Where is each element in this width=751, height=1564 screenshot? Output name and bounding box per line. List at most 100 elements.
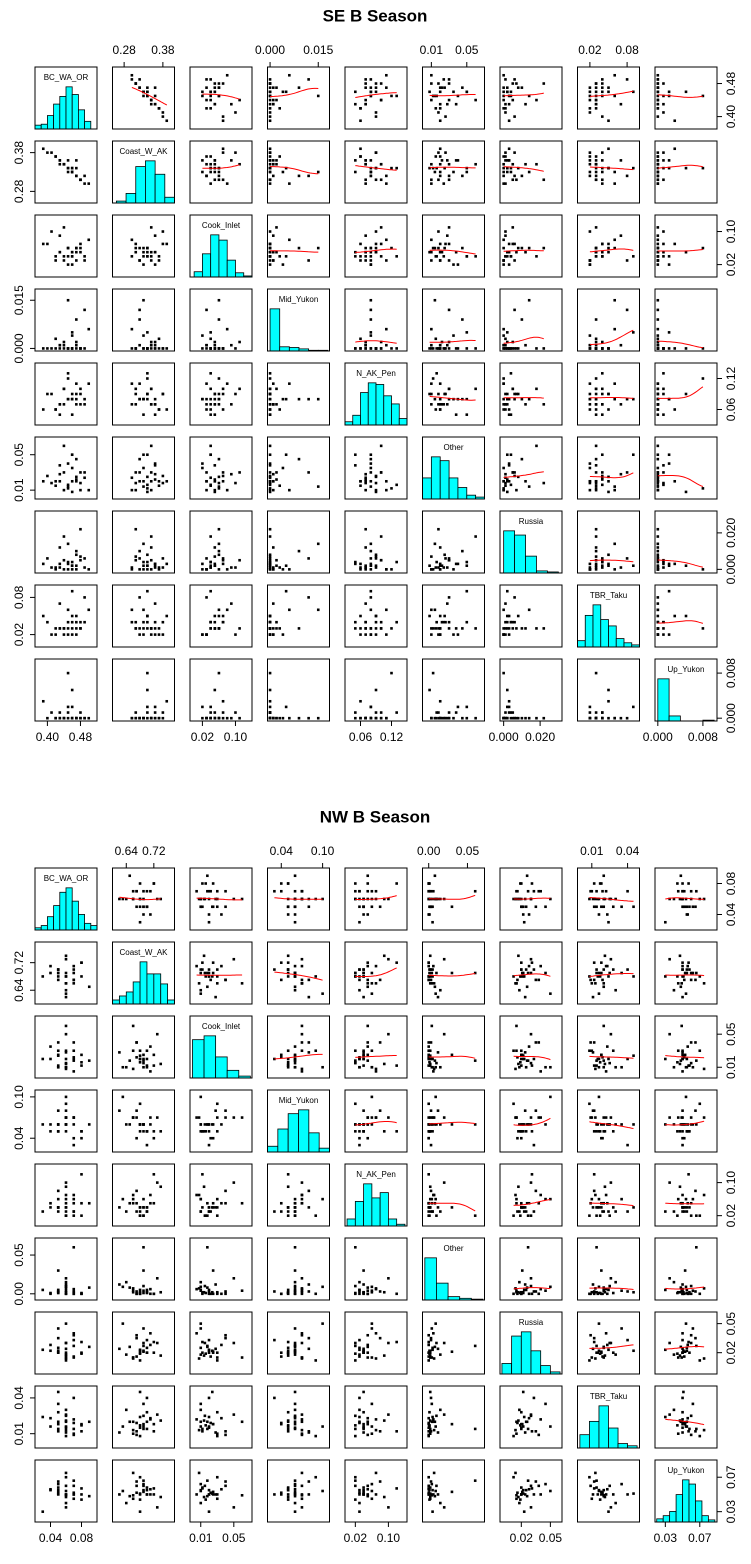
point	[676, 1356, 680, 1359]
smooth-line	[589, 973, 634, 977]
point	[70, 633, 74, 636]
point	[240, 982, 244, 985]
point	[146, 711, 149, 714]
point	[436, 1206, 440, 1209]
smooth-line	[665, 1286, 705, 1290]
point	[134, 555, 138, 558]
point	[205, 397, 208, 401]
point	[83, 476, 86, 480]
point	[142, 897, 145, 901]
smooth-line	[657, 249, 703, 252]
point	[157, 716, 161, 720]
point	[70, 250, 74, 254]
panel-border	[654, 1311, 718, 1375]
point	[128, 1059, 132, 1062]
point	[430, 1197, 434, 1201]
panel: Russia	[499, 1311, 563, 1375]
point	[275, 226, 278, 229]
smooth-line	[429, 395, 476, 401]
point	[656, 78, 660, 81]
point	[201, 1340, 204, 1344]
point	[138, 457, 141, 461]
point	[594, 562, 598, 566]
point	[284, 397, 288, 401]
point	[502, 90, 505, 94]
point	[620, 1482, 623, 1486]
point	[220, 1123, 223, 1126]
point	[430, 178, 433, 182]
point	[602, 1059, 606, 1062]
point	[278, 107, 282, 110]
point	[601, 372, 604, 375]
point	[504, 111, 507, 114]
panel	[654, 214, 718, 278]
point	[215, 1116, 219, 1119]
point	[504, 159, 507, 162]
point	[594, 535, 598, 538]
point	[362, 1488, 365, 1492]
point	[431, 1510, 434, 1513]
panel-border	[344, 1163, 408, 1227]
point	[667, 159, 671, 162]
point	[430, 343, 433, 347]
point	[433, 874, 437, 878]
point	[379, 98, 383, 102]
panel-border	[577, 1311, 640, 1375]
point	[430, 555, 433, 558]
point	[588, 397, 592, 401]
panel-border	[112, 1237, 175, 1301]
point	[153, 263, 157, 266]
point	[592, 1336, 596, 1340]
point	[450, 1422, 454, 1426]
point	[602, 1123, 606, 1126]
point	[293, 1427, 297, 1431]
point	[207, 1488, 211, 1492]
point	[72, 1136, 76, 1140]
point	[687, 961, 690, 964]
point	[268, 479, 272, 483]
point	[64, 1347, 68, 1351]
point	[437, 246, 440, 250]
point	[390, 347, 393, 350]
point	[217, 549, 221, 553]
panel	[34, 1237, 98, 1301]
point	[592, 1340, 596, 1344]
point	[604, 1332, 608, 1335]
point	[379, 444, 383, 448]
point	[288, 73, 291, 77]
histogram-bar	[466, 494, 477, 500]
point	[234, 633, 237, 636]
point	[542, 403, 546, 406]
panel-border	[112, 288, 175, 352]
point	[428, 1060, 431, 1064]
point	[520, 1422, 524, 1426]
point	[354, 1427, 357, 1431]
point	[58, 546, 62, 549]
point	[149, 1493, 152, 1496]
point	[366, 1289, 370, 1292]
point	[321, 1489, 324, 1493]
histogram-bar	[47, 916, 55, 931]
panel-border	[499, 288, 563, 352]
point	[549, 1065, 552, 1069]
point	[428, 614, 431, 618]
point	[224, 1109, 227, 1112]
point	[606, 1045, 609, 1048]
point	[684, 1095, 688, 1099]
point	[592, 882, 596, 885]
point	[370, 905, 374, 909]
point	[145, 1288, 149, 1292]
panel	[189, 362, 253, 426]
smooth-line	[513, 1055, 551, 1061]
histogram-bar	[501, 1363, 513, 1375]
panel-border	[654, 1089, 718, 1153]
point	[676, 1214, 679, 1217]
panel: Coast_W_AK	[112, 941, 175, 1005]
point	[358, 978, 361, 982]
panel-border	[344, 140, 408, 204]
point	[452, 90, 455, 94]
point	[284, 90, 288, 94]
point	[66, 246, 70, 250]
tick-label: 0.015	[12, 285, 26, 315]
point	[66, 170, 70, 174]
